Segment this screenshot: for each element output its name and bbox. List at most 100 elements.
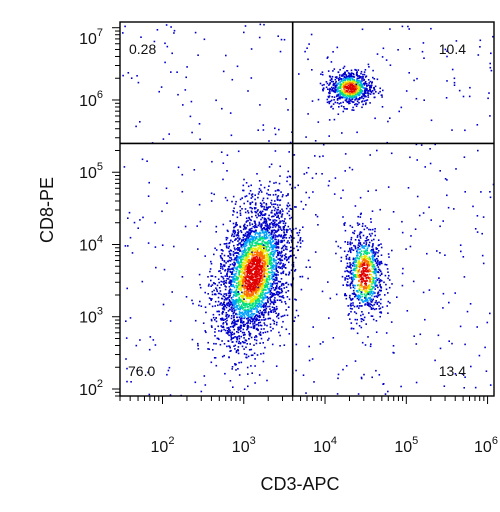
event-dot: [327, 56, 329, 58]
event-dot: [257, 268, 259, 270]
event-dot: [277, 271, 279, 274]
event-dot: [374, 230, 376, 233]
event-dot: [369, 154, 371, 156]
event-dot: [348, 93, 350, 95]
event-dot: [288, 204, 291, 207]
event-dot: [363, 78, 366, 81]
event-dot: [292, 265, 295, 268]
event-dot: [208, 348, 210, 350]
event-dot: [268, 255, 271, 258]
event-dot: [282, 227, 285, 230]
event-dot: [147, 371, 149, 374]
event-dot: [339, 68, 341, 71]
event-dot: [282, 270, 285, 273]
event-dot: [270, 243, 272, 246]
event-dot: [248, 243, 251, 246]
event-dot: [252, 250, 254, 252]
event-dot: [276, 209, 278, 211]
event-dot: [209, 268, 212, 270]
event-dot: [275, 273, 278, 276]
event-dot: [247, 210, 249, 212]
event-dot: [230, 297, 233, 299]
event-dot: [371, 251, 374, 254]
event-dot: [352, 231, 354, 234]
event-dot: [413, 79, 415, 82]
event-dot: [258, 322, 260, 324]
event-dot: [249, 275, 251, 278]
event-dot: [266, 254, 268, 256]
event-dot: [273, 320, 276, 323]
event-dot: [381, 106, 384, 108]
event-dot: [247, 321, 249, 324]
event-dot: [360, 92, 363, 94]
event-dot: [256, 173, 258, 175]
event-dot: [367, 63, 370, 66]
event-dot: [357, 224, 359, 226]
event-dot: [286, 259, 288, 262]
event-dot: [343, 94, 345, 97]
event-dot: [269, 252, 272, 255]
event-dot: [229, 220, 231, 222]
event-dot: [270, 221, 273, 224]
event-dot: [181, 276, 184, 278]
event-dot: [212, 282, 215, 284]
event-dot: [336, 94, 338, 96]
event-dot: [246, 306, 249, 309]
event-dot: [388, 256, 390, 258]
event-dot: [277, 274, 279, 276]
event-dot: [267, 275, 270, 277]
event-dot: [233, 279, 235, 281]
event-dot: [380, 280, 383, 282]
event-dot: [349, 283, 352, 285]
event-dot: [263, 236, 266, 239]
event-dot: [447, 206, 450, 209]
event-dot: [233, 286, 236, 289]
event-dot: [260, 254, 263, 257]
event-dot: [264, 222, 267, 225]
event-dot: [349, 224, 352, 227]
event-dot: [257, 303, 260, 305]
event-dot: [290, 284, 293, 287]
event-dot: [355, 82, 358, 84]
event-dot: [224, 288, 227, 291]
event-dot: [279, 299, 282, 301]
event-dot: [349, 82, 351, 84]
event-dot: [369, 345, 372, 348]
event-dot: [242, 322, 244, 324]
event-dot: [243, 245, 245, 247]
event-dot: [248, 264, 251, 267]
event-dot: [416, 159, 418, 161]
event-dot: [219, 304, 221, 306]
event-dot: [354, 68, 356, 71]
event-dot: [261, 289, 264, 292]
event-dot: [251, 320, 254, 323]
event-dot: [294, 206, 296, 208]
event-dot: [346, 269, 348, 272]
event-dot: [476, 215, 479, 217]
event-dot: [273, 308, 276, 310]
event-dot: [366, 266, 369, 268]
event-dot: [275, 259, 277, 262]
event-dot: [264, 244, 266, 247]
event-dot: [262, 197, 265, 200]
event-dot: [250, 251, 252, 253]
event-dot: [373, 303, 376, 306]
event-dot: [328, 84, 330, 86]
event-dot: [233, 294, 236, 297]
event-dot: [214, 335, 216, 337]
event-dot: [345, 258, 348, 260]
event-dot: [265, 230, 268, 233]
event-dot: [345, 87, 348, 89]
event-dot: [267, 283, 270, 285]
event-dot: [379, 90, 381, 93]
event-dot: [235, 292, 237, 295]
event-dot: [263, 289, 266, 291]
event-dot: [374, 288, 376, 290]
event-dot: [204, 291, 206, 294]
event-dot: [374, 234, 376, 237]
event-dot: [258, 312, 261, 315]
event-dot: [237, 346, 240, 348]
event-dot: [223, 293, 226, 295]
event-dot: [352, 109, 355, 111]
event-dot: [359, 274, 362, 276]
